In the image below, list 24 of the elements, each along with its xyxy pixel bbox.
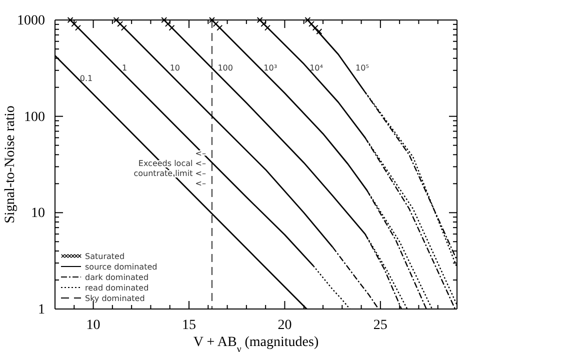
legend-label: source dominated xyxy=(85,262,158,272)
annotation: 0.1 xyxy=(80,74,93,83)
y-axis-title: Signal-to-Noise ratio xyxy=(3,106,18,224)
annotation: 10⁴ xyxy=(310,63,323,72)
y-tick-label: 10 xyxy=(31,206,45,222)
x-tick-label: 10 xyxy=(86,318,100,333)
y-tick-label: 1 xyxy=(38,302,45,318)
annotation: 10³ xyxy=(264,63,278,72)
x-tick-label: 20 xyxy=(278,318,292,333)
annotation: 1 xyxy=(122,63,128,72)
y-tick-label: 100 xyxy=(24,110,45,125)
legend-label: read dominated xyxy=(85,284,149,292)
annotation: 10 xyxy=(170,63,180,72)
y-tick-label: 1000 xyxy=(17,13,45,28)
x-tick-label: 15 xyxy=(182,318,196,333)
annotation: <– xyxy=(195,178,206,188)
x-axis-title: V + AB$_{ν}$ (magnitudes) xyxy=(193,335,319,352)
legend-label: dark dominated xyxy=(85,273,149,282)
annotation: countrate limit <– xyxy=(134,168,206,178)
legend-label: Sky dominated xyxy=(85,294,145,303)
annotation: 10⁵ xyxy=(356,63,369,72)
annotation: 100 xyxy=(218,63,233,72)
legend-label: Saturated xyxy=(85,252,125,261)
x-tick-label: 25 xyxy=(373,318,388,333)
